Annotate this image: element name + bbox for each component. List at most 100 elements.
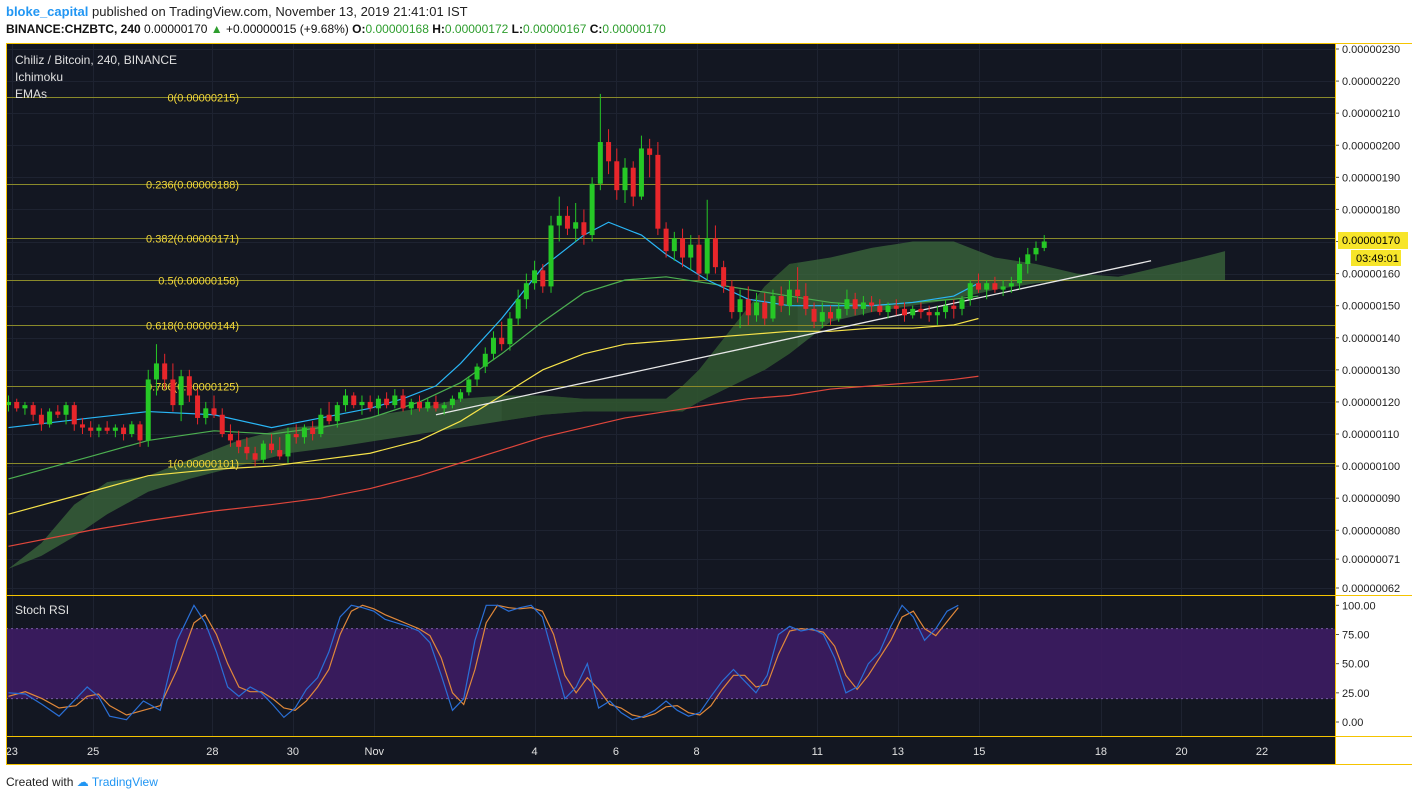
legend-stoch-rsi[interactable]: Stoch RSI [15, 603, 69, 617]
author-link[interactable]: bloke_capital [6, 4, 89, 19]
symbol-ohlc-bar: BINANCE:CHZBTC, 240 0.00000170 ▲ +0.0000… [6, 22, 666, 36]
candle-body [1000, 286, 1006, 290]
candle-body [186, 376, 192, 396]
candle [145, 369, 151, 447]
candle [96, 424, 102, 438]
candle-body [367, 401, 373, 409]
price-tick-label: 0.00000230 [1342, 44, 1400, 56]
candle [606, 129, 612, 175]
candle-body [918, 308, 924, 313]
candle [482, 347, 488, 374]
candle [951, 299, 957, 319]
candle [326, 401, 332, 425]
candle-body [499, 337, 505, 345]
candle-body [778, 296, 784, 306]
legend-emas[interactable]: EMAs [15, 87, 47, 101]
candle [351, 392, 357, 409]
candle-body [417, 401, 422, 409]
candle [1025, 247, 1031, 274]
candle-body [425, 401, 431, 409]
candle-body [55, 411, 61, 415]
candle-body [474, 366, 480, 380]
candle [260, 440, 266, 463]
candle [269, 434, 275, 454]
candle-body [6, 401, 11, 406]
candle-body [400, 395, 406, 409]
candle [490, 331, 496, 361]
candle [14, 398, 20, 412]
tradingview-logo-icon: ☁ [76, 775, 89, 789]
candle [762, 292, 768, 325]
candle [1008, 276, 1014, 293]
time-axis[interactable]: 23 25 28 30 Nov 4 6 8 11 13 15 18 20 22 [6, 746, 1269, 758]
candle [417, 395, 422, 412]
price-tick-label: 0.00000110 [1342, 429, 1399, 441]
candle [828, 305, 833, 325]
stoch-tick-label: 50.00 [1342, 659, 1370, 671]
candle [869, 296, 875, 313]
trading-chart[interactable]: 0(0.00000215) 0.236(0.00000188) 0.382(0.00… [0, 43, 1414, 767]
candle-body [926, 312, 932, 316]
time-tick-label: 28 [206, 746, 218, 758]
time-tick-label: 20 [1175, 746, 1187, 758]
candle-body [910, 308, 916, 316]
candle [170, 363, 176, 412]
candle-body [556, 215, 562, 226]
candle [186, 369, 192, 402]
fib-label: 0.236(0.00000188) [146, 180, 239, 192]
candle-body [786, 289, 792, 306]
fib-label: 1(0.00000101) [167, 459, 239, 471]
candle [573, 203, 579, 242]
candle-body [844, 299, 850, 309]
candle [162, 353, 168, 390]
candle-body [934, 312, 940, 316]
ema-lines [8, 221, 979, 547]
candle [400, 389, 406, 412]
candle [712, 225, 718, 274]
time-tick-label: 22 [1256, 746, 1268, 758]
candle-body [943, 305, 949, 313]
candle [79, 417, 85, 434]
candle [967, 280, 973, 306]
candle [795, 267, 801, 303]
candle [441, 401, 447, 415]
candle [943, 299, 949, 319]
price-tick-label: 0.00000100 [1342, 461, 1400, 473]
candle [392, 389, 398, 409]
stoch-axis[interactable]: 0.00 25.00 50.00 75.00 100.00 [1335, 600, 1376, 729]
candle [367, 395, 373, 412]
candle [6, 395, 11, 412]
candle-body [301, 427, 307, 438]
candle-body [112, 427, 118, 431]
footer-brand[interactable]: TradingView [91, 775, 158, 789]
candle-body [951, 305, 957, 309]
price-tick-label: 0.00000071 [1342, 554, 1400, 566]
footer: Created with ☁ TradingView [6, 775, 158, 789]
publish-text: published on TradingView.com, November 1… [92, 4, 468, 19]
candle [466, 376, 472, 396]
legend-ichimoku[interactable]: Ichimoku [15, 70, 63, 84]
price-tick-label: 0.00000130 [1342, 365, 1400, 377]
candle [153, 344, 159, 396]
candle [778, 286, 784, 313]
price-tick-label: 0.00000080 [1342, 525, 1400, 537]
up-triangle-icon: ▲ [210, 22, 223, 36]
last-price-badge-bg [1338, 232, 1408, 249]
candle-body [38, 414, 44, 425]
candle-body [704, 238, 710, 274]
candle-body [466, 379, 472, 393]
candle [433, 395, 439, 412]
candle-body [318, 414, 324, 434]
price-tick-label: 0.00000140 [1342, 333, 1400, 345]
price-axis[interactable]: 0.00000230 0.00000220 0.00000210 0.00000200… [1335, 44, 1400, 595]
candle [934, 305, 940, 325]
candle-body [819, 312, 825, 322]
candle-body [589, 183, 595, 236]
time-tick-label: 4 [532, 746, 538, 758]
main-grid [6, 43, 1335, 595]
candle-body [47, 411, 53, 425]
trendline[interactable] [435, 260, 1152, 416]
open-label: O:0.00000168 [352, 22, 429, 36]
candle-body [540, 270, 546, 287]
candle [688, 235, 694, 271]
